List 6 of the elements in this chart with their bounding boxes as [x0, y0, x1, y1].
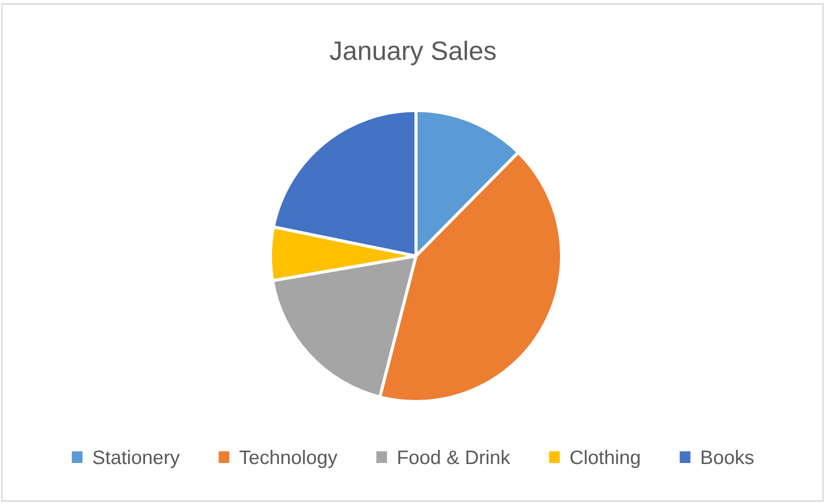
legend-label: Food & Drink — [398, 450, 510, 464]
legend-label: Stationery — [93, 450, 180, 468]
legend-label: Technology — [240, 450, 338, 468]
legend-label: Books — [702, 450, 754, 464]
legend-label: Clothing — [570, 450, 640, 468]
chart-title: January Sales — [330, 40, 496, 66]
